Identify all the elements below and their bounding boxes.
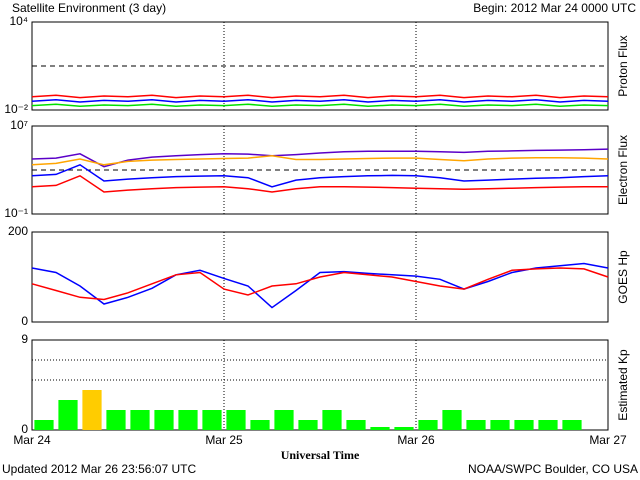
data-line [31,103,609,108]
data-line [31,267,609,301]
data-line [31,163,609,188]
bar [562,420,582,430]
bar [154,410,174,430]
bar [490,420,510,430]
bar [130,410,150,430]
y-axis-label: GOES Hp [616,250,630,304]
bar [538,420,558,430]
data-line [31,94,609,99]
bar [466,420,486,430]
bar [418,420,438,430]
x-tick-label: Mar 26 [397,433,435,447]
data-line [31,148,609,168]
x-tick-label: Mar 27 [589,433,627,447]
x-tick-label: Mar 24 [13,433,51,447]
bar [58,400,78,430]
bar [370,427,390,430]
x-axis-label: Universal Time [281,448,360,462]
y-axis-label: Proton Flux [616,35,630,96]
bar [274,410,294,430]
begin-label: Begin: 2012 Mar 24 0000 UTC [473,1,636,15]
bar [322,410,342,430]
credit-label: NOAA/SWPC Boulder, CO USA [468,462,638,476]
updated-label: Updated 2012 Mar 26 23:56:07 UTC [2,462,196,476]
y-tick-label: 10⁻² [4,102,28,116]
y-tick-label: 9 [21,332,28,346]
bar [298,420,318,430]
y-axis-label: Electron Flux [616,135,630,205]
y-tick-label: 10⁷ [10,118,28,132]
bar [250,420,270,430]
bar [82,390,102,430]
y-axis-label: Estimated Kp [616,349,630,421]
data-line [31,174,608,193]
bar [226,410,246,430]
bar [394,427,414,430]
bar [106,410,126,430]
y-tick-label: 200 [8,224,28,238]
y-tick-label: 0 [21,314,28,328]
data-line [31,98,609,103]
bar [202,410,222,430]
data-line [31,154,609,166]
bar [442,410,462,430]
bar [34,420,54,430]
bar [514,420,534,430]
chart-title: Satellite Environment (3 day) [12,1,166,15]
y-tick-label: 10⁻¹ [4,206,28,220]
bar [346,420,366,430]
y-tick-label: 0 [21,422,28,436]
x-tick-label: Mar 25 [205,433,243,447]
data-line [31,262,609,309]
y-tick-label: 10⁴ [9,14,28,28]
bar [178,410,198,430]
